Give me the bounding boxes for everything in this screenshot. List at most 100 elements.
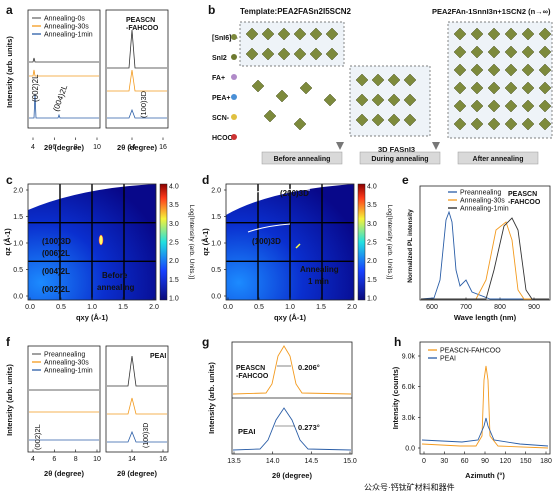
panel-b-octahedron — [355, 93, 369, 107]
panel-h-ytick-label: 9.0k — [402, 354, 416, 361]
panel-b-octahedron — [538, 99, 552, 113]
panel-b-octahedron — [277, 47, 291, 61]
panel-d-x-tick-label: 2.0 — [347, 304, 357, 311]
panel-d-ytick-label: 1.5 — [211, 214, 221, 221]
panel-c-xlabel: qxy (Å-1) — [76, 313, 109, 322]
panel-a-xlabel-right: 2θ (degree) — [117, 143, 157, 152]
panel-b-species-label: [SnI6]4- — [212, 35, 238, 42]
panel-b-mid-label: 3D FASnI3 — [378, 145, 415, 154]
panel-b-octahedron — [470, 117, 484, 131]
panel-d-cbar-tick: 3.5 — [367, 202, 377, 209]
panel-b-octahedron — [299, 81, 313, 95]
panel-h-ytick-label: 3.0k — [402, 415, 416, 422]
panel-b-octahedron — [521, 81, 535, 95]
panel-d-ytick-label: 1.0 — [211, 241, 221, 248]
panel-b-octahedron — [504, 45, 518, 59]
panel-d-xlabel: qxy (Å-1) — [274, 313, 307, 322]
panel-a-left-axes — [27, 9, 101, 129]
panel-g-tick-label: 14.0 — [266, 458, 280, 465]
panel-f-right-axes — [105, 345, 169, 453]
panel-g-top-name-line2: -FAHCOO — [236, 373, 269, 380]
panel-f-right-tick-label: 16 — [159, 456, 167, 463]
panel-f-left-axes — [27, 345, 101, 453]
panel-d-note-line1: Annealing — [300, 265, 339, 274]
panel-label-b: b — [208, 3, 215, 17]
panel-a-legend-label: Annealing-30s — [44, 24, 89, 31]
panel-c-ytick-label: 0.5 — [13, 267, 23, 274]
panel-c-x-tick-label: 0.0 — [25, 304, 35, 311]
panel-h-tick-label: 0 — [422, 458, 426, 465]
panel-b-octahedron — [309, 47, 323, 61]
panel-b-octahedron — [538, 117, 552, 131]
panel-b-octahedron — [453, 117, 467, 131]
panel-b-octahedron — [403, 93, 417, 107]
panel-a-right-trace-1min — [107, 108, 167, 119]
panel-b-octahedron — [323, 93, 337, 107]
panel-b-octahedron — [261, 27, 275, 41]
panel-a-inset-line2: -FAHCOO — [126, 25, 159, 32]
panel-b-octahedron — [521, 63, 535, 77]
panel-d: (200)3D (100)3D Annealing 1 min 4.0 3.5 3.… — [201, 184, 393, 323]
panel-f-legend-label: Preannealing — [44, 352, 85, 359]
panel-c-ann-004: (004)2L — [42, 267, 70, 276]
panel-a-trace-30s — [29, 69, 99, 77]
panel-c-cbar-tick: 1.0 — [169, 296, 179, 303]
panel-b-octahedron — [504, 117, 518, 131]
panel-label-h: h — [394, 335, 401, 349]
panel-f-legend-label: Annealing-1min — [44, 368, 93, 375]
panel-g-top-name-line1: PEASCN — [236, 365, 265, 372]
panel-d-x-tick-label: 0.5 — [254, 304, 264, 311]
panel-d-cbar-tick: 1.5 — [367, 277, 377, 284]
panel-d-spot — [295, 243, 301, 249]
panel-b-octahedron — [487, 117, 501, 131]
panel-c-x-tick-label: 1.0 — [87, 304, 97, 311]
panel-c-ytick-label: 1.5 — [13, 214, 23, 221]
panel-f: Intensity (arb. units) 4 6 8 10 14 16 2θ (de… — [5, 345, 169, 478]
panel-b-octahedron — [487, 45, 501, 59]
panel-b-species-icon — [231, 34, 237, 40]
panel-c: (100)3D (006)2L (004)2L (002)2L Before a… — [3, 184, 195, 323]
panel-d-ring-200 — [255, 188, 311, 193]
panel-h-tick-label: 30 — [440, 458, 448, 465]
panel-b-octahedron — [453, 63, 467, 77]
panel-e-inset-line1: PEASCN — [508, 191, 537, 198]
panel-g-trace-top — [232, 345, 352, 395]
panel-a-left-tick-label: 4 — [31, 144, 35, 151]
panel-f-right-tick-label: 14 — [128, 456, 136, 463]
panel-b-octahedron — [387, 73, 401, 87]
panel-c-x-tick-label: 0.5 — [56, 304, 66, 311]
panel-b-species-icon — [231, 54, 237, 60]
panel-h-legend-label: PEAI — [440, 356, 456, 363]
panel-c-ytick-label: 0.0 — [13, 294, 23, 301]
panel-e-tick-label: 800 — [494, 304, 506, 311]
panel-h-legend-label: PEASCN-FAHCOO — [440, 348, 501, 355]
panel-b-octahedron — [504, 99, 518, 113]
panel-e: Normalized PL intensity Wave length (nm)… — [407, 185, 551, 322]
panel-b-stage-box — [457, 151, 539, 165]
panel-d-shadow — [226, 184, 354, 300]
panel-h-tick-label: 180 — [540, 458, 552, 465]
panel-h-trace-peai — [421, 417, 549, 447]
panel-b-octahedron — [371, 93, 385, 107]
panel-d-x-tick-label: 0.0 — [223, 304, 233, 311]
panel-e-trace-30s — [421, 221, 549, 300]
panel-b-octahedron — [453, 45, 467, 59]
panel-b-octahedron — [521, 45, 535, 59]
panel-c-ann-002: (002)2L — [42, 285, 70, 294]
panel-c-ann-006: (006)2L — [42, 249, 70, 258]
panel-b-octahedron — [371, 73, 385, 87]
panel-c-shadow — [28, 184, 156, 300]
panel-label-f: f — [6, 335, 11, 349]
panel-f-left-tick-label: 4 — [31, 456, 35, 463]
panel-b-species-icon — [231, 74, 237, 80]
panel-b-octahedron — [275, 89, 289, 103]
panel-b-octahedron — [470, 99, 484, 113]
panel-b-stage-box — [359, 151, 441, 165]
panel-e-xlabel: Wave length (nm) — [454, 313, 517, 322]
panel-a: Intensity (arb. units) 4 6 8 10 14 16 2θ (de… — [5, 9, 169, 152]
panel-h-xlabel: Azimuth (°) — [465, 471, 505, 480]
panel-c-x-tick-label: 2.0 — [149, 304, 159, 311]
panel-f-ylabel: Intensity (arb. units) — [5, 364, 14, 436]
panel-label-e: e — [402, 173, 409, 187]
panel-f-inset: PEAI — [150, 353, 166, 360]
